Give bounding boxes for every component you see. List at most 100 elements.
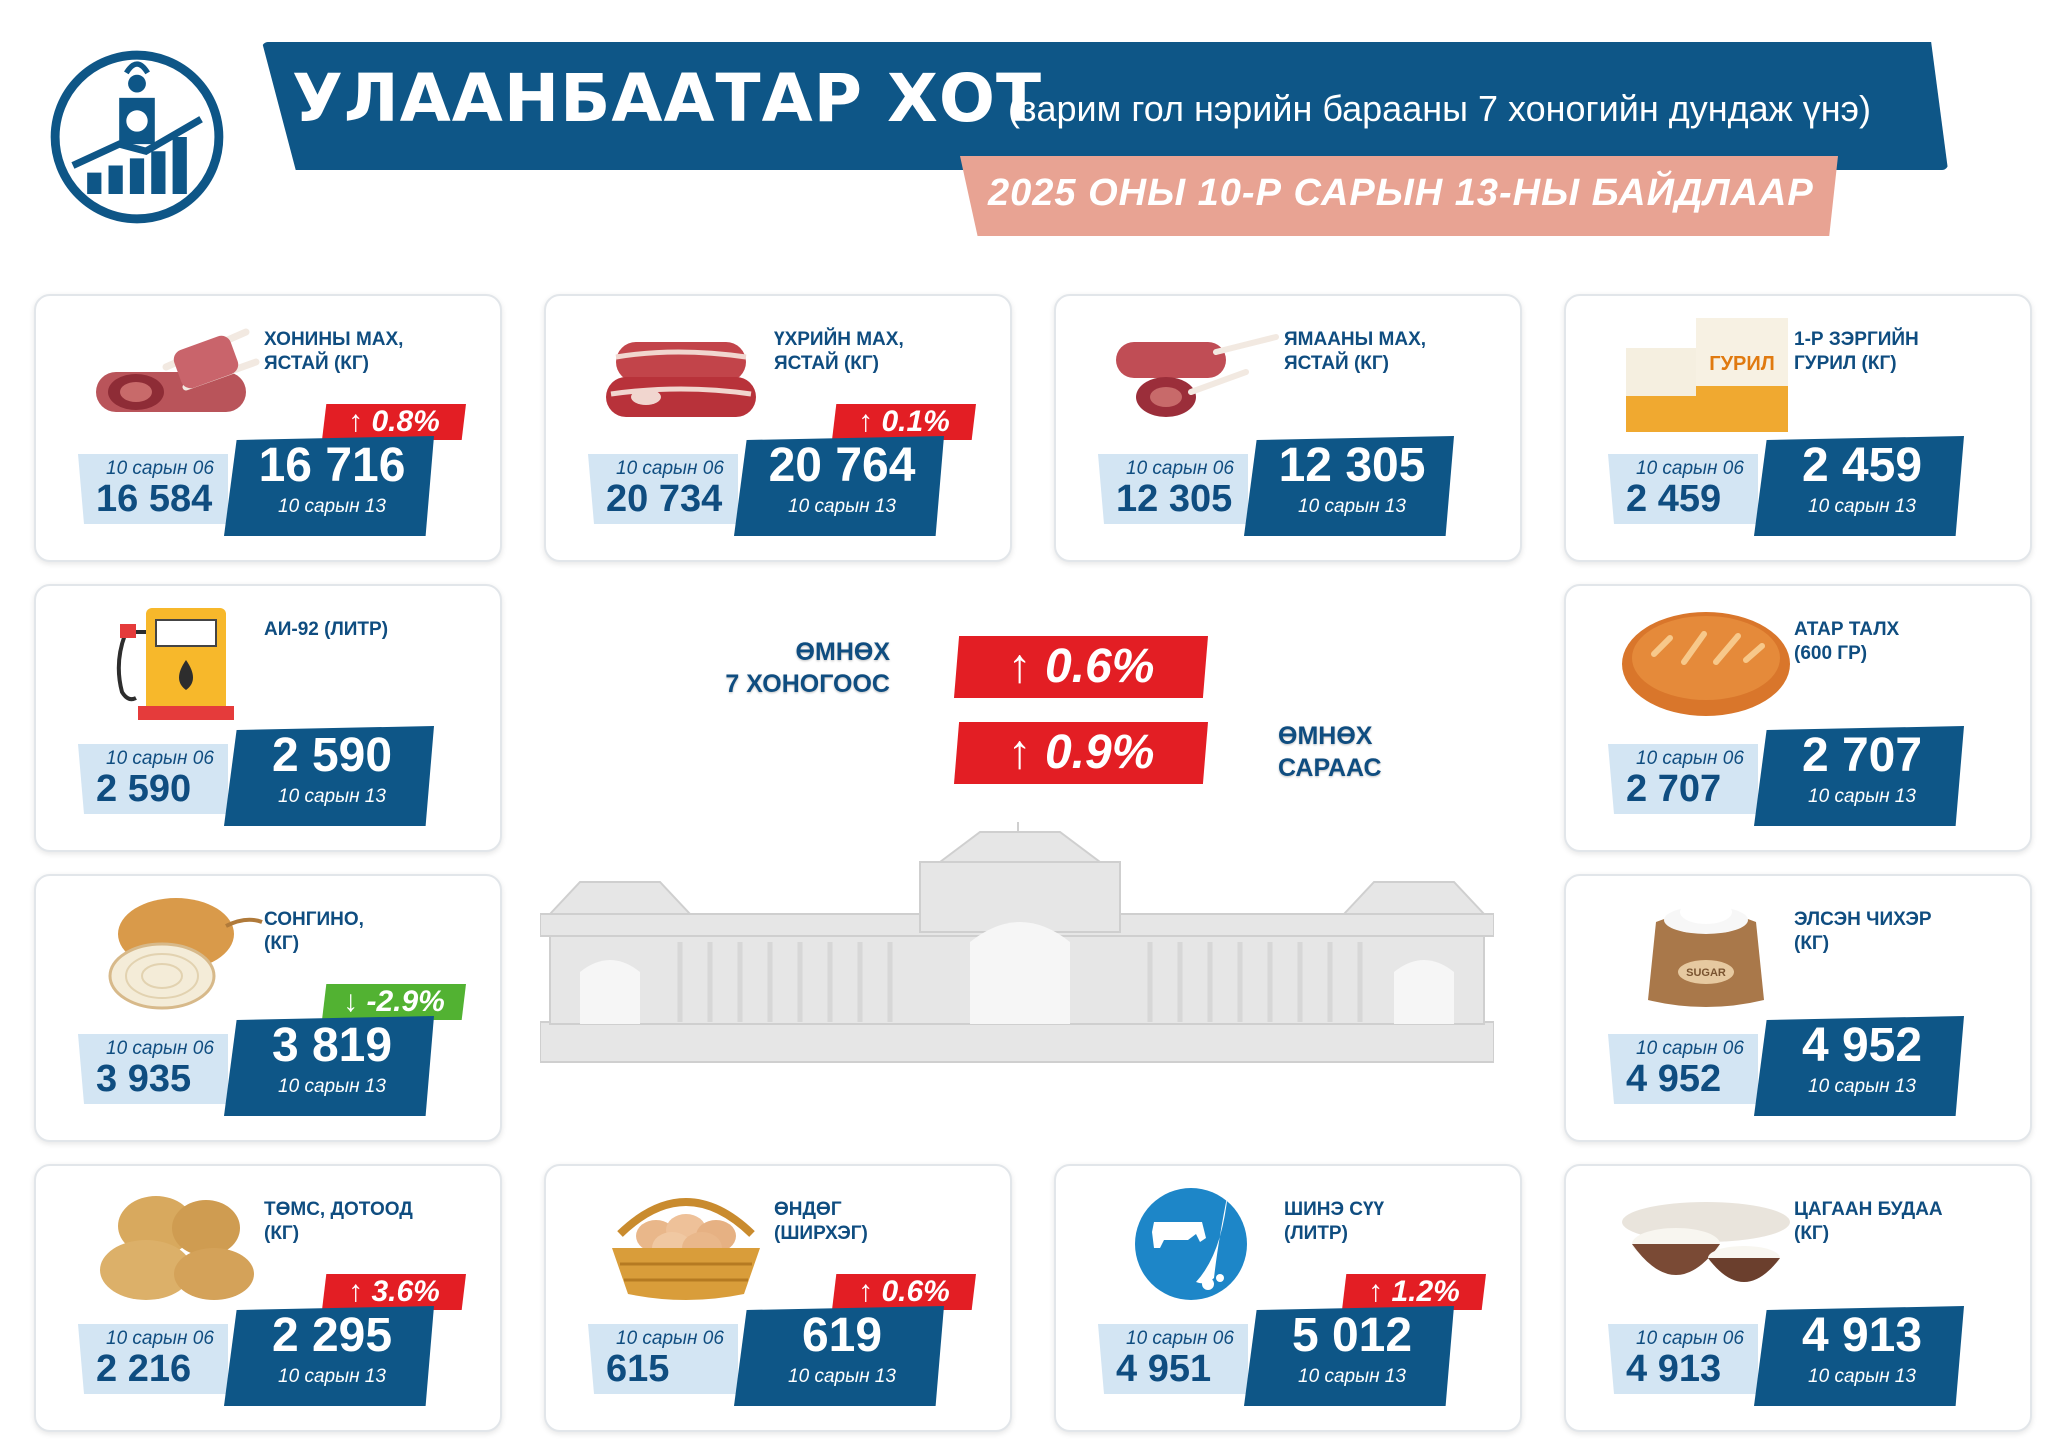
current-price-box bbox=[734, 436, 944, 536]
sugar-sack-label: SUGAR bbox=[1686, 967, 1726, 979]
potato-icon bbox=[100, 1196, 254, 1300]
current-price-box bbox=[1754, 726, 1964, 826]
mutton-icon bbox=[96, 328, 260, 412]
prev-date-caption: 10 сарын 06 bbox=[1126, 1328, 1234, 1349]
current-price: 12 305 bbox=[1278, 439, 1426, 492]
prev-price-box bbox=[1608, 454, 1758, 524]
price-card-sugar: SUGAR ЭЛСЭН ЧИХЭР (КГ) 10 сарын 06 4 952… bbox=[1564, 874, 2032, 1142]
item-label: ЦАГААН БУДАА (КГ) bbox=[1794, 1199, 1943, 1244]
change-badge: ↑ 0.6% bbox=[832, 1274, 976, 1310]
change-badge: ↑ 1.2% bbox=[1342, 1274, 1486, 1310]
prev-price-box bbox=[1608, 1324, 1758, 1394]
prev-date-caption: 10 сарын 06 bbox=[1636, 1038, 1744, 1059]
goat-meat-icon bbox=[1116, 334, 1279, 417]
current-price: 3 819 bbox=[271, 1019, 393, 1072]
change-badge: ↑ 0.8% bbox=[322, 404, 466, 440]
price-card-goat-meat: ЯМААНЫ МАХ, ЯСТАЙ (КГ) 10 сарын 06 12 30… bbox=[1054, 294, 1522, 562]
title-banner bbox=[262, 42, 1948, 170]
item-label: СОНГИНО, (КГ) bbox=[264, 909, 364, 954]
current-price: 20 764 bbox=[768, 439, 916, 492]
price-card-beef: ҮХРИЙН МАХ, ЯСТАЙ (КГ) ↑ 0.1% 10 сарын 0… bbox=[544, 294, 1012, 562]
current-price: 5 012 bbox=[1291, 1309, 1413, 1362]
prev-price-box bbox=[1098, 454, 1248, 524]
current-date-caption: 10 сарын 13 bbox=[1808, 496, 1916, 517]
current-price-box bbox=[1754, 436, 1964, 536]
prev-date-caption: 10 сарын 06 bbox=[106, 458, 214, 479]
beef-icon bbox=[606, 342, 756, 417]
page-title: УЛААНБААТАР ХОТ bbox=[292, 60, 1043, 137]
prev-date-caption: 10 сарын 06 bbox=[106, 1038, 214, 1059]
price-card-rice: ЦАГААН БУДАА (КГ) 10 сарын 06 4 913 4 91… bbox=[1564, 1164, 2032, 1432]
item-label: ҮХРИЙН МАХ, ЯСТАЙ (КГ) bbox=[774, 329, 904, 374]
prev-price: 2 216 bbox=[96, 1348, 192, 1390]
rice-bowl-icon bbox=[1622, 1202, 1790, 1282]
current-date-caption: 10 сарын 13 bbox=[278, 496, 386, 517]
prev-price: 4 951 bbox=[1116, 1348, 1212, 1390]
page-subtitle: (зарим гол нэрийн барааны 7 хоногийн дун… bbox=[1008, 88, 1871, 129]
prev-price: 4 952 bbox=[1626, 1058, 1722, 1100]
item-label: ӨНДӨГ (ШИРХЭГ) bbox=[774, 1199, 868, 1244]
current-price-box bbox=[734, 1306, 944, 1406]
item-label: ХОНИНЫ МАХ, ЯСТАЙ (КГ) bbox=[264, 329, 404, 374]
bread-icon bbox=[1622, 612, 1790, 716]
month-change-label: ӨМНӨХ САРААС bbox=[1278, 722, 1382, 782]
current-date-caption: 10 сарын 13 bbox=[1808, 786, 1916, 807]
prev-price: 4 913 bbox=[1626, 1348, 1722, 1390]
current-price: 2 590 bbox=[271, 729, 393, 782]
prev-date-caption: 10 сарын 06 bbox=[616, 1328, 724, 1349]
prev-price: 20 734 bbox=[606, 478, 723, 520]
prev-price-box bbox=[1608, 744, 1758, 814]
flour-bag-label: ГУРИЛ bbox=[1709, 353, 1775, 375]
prev-price-box bbox=[78, 454, 228, 524]
prev-date-caption: 10 сарын 06 bbox=[106, 1328, 214, 1349]
prev-price: 615 bbox=[606, 1348, 670, 1390]
current-price-box bbox=[1244, 1306, 1454, 1406]
prev-date-caption: 10 сарын 06 bbox=[616, 458, 724, 479]
current-price-box bbox=[224, 726, 434, 826]
current-date-caption: 10 сарын 13 bbox=[278, 786, 386, 807]
current-date-caption: 10 сарын 13 bbox=[1808, 1366, 1916, 1387]
prev-date-caption: 10 сарын 06 bbox=[106, 748, 214, 769]
soyombo-logo-icon bbox=[50, 50, 224, 224]
current-price: 16 716 bbox=[258, 439, 406, 492]
date-banner bbox=[960, 156, 1838, 236]
price-card-potato: ТӨМС, ДОТООД (КГ) ↑ 3.6% 10 сарын 06 2 2… bbox=[34, 1164, 502, 1432]
milk-icon bbox=[1135, 1188, 1247, 1300]
onion-icon bbox=[108, 898, 263, 1010]
prev-price-box bbox=[78, 1324, 228, 1394]
current-date-caption: 10 сарын 13 bbox=[278, 1076, 386, 1097]
current-price: 2 459 bbox=[1801, 439, 1923, 492]
month-change-badge: ↑ 0.9% bbox=[954, 722, 1208, 784]
week-change-badge: ↑ 0.6% bbox=[954, 636, 1208, 698]
prev-price: 16 584 bbox=[96, 478, 213, 520]
sugar-sack-icon: SUGAR bbox=[1648, 900, 1764, 1007]
current-date-caption: 10 сарын 13 bbox=[1808, 1076, 1916, 1097]
item-label: ЭЛСЭН ЧИХЭР (КГ) bbox=[1794, 909, 1932, 954]
change-badge: ↓ -2.9% bbox=[322, 984, 466, 1020]
price-card-eggs: ӨНДӨГ (ШИРХЭГ) ↑ 0.6% 10 сарын 06 615 61… bbox=[544, 1164, 1012, 1432]
egg-basket-icon bbox=[612, 1198, 760, 1300]
date-label: 2025 ОНЫ 10-Р САРЫН 13-НЫ БАЙДЛААР bbox=[988, 172, 1814, 214]
flour-icon: ГУРИЛ bbox=[1626, 318, 1788, 432]
prev-date-caption: 10 сарын 06 bbox=[1636, 748, 1744, 769]
current-price: 4 913 bbox=[1801, 1309, 1923, 1362]
price-card-mutton: ХОНИНЫ МАХ, ЯСТАЙ (КГ) ↑ 0.8% 10 сарын 0… bbox=[34, 294, 502, 562]
item-label: ТӨМС, ДОТООД (КГ) bbox=[264, 1199, 413, 1244]
current-price: 2 295 bbox=[271, 1309, 393, 1362]
prev-price-box bbox=[78, 1034, 228, 1104]
price-card-bread: АТАР ТАЛХ (600 ГР) 10 сарын 06 2 707 2 7… bbox=[1564, 584, 2032, 852]
item-label: АИ-92 (ЛИТР) bbox=[264, 619, 389, 640]
prev-price: 2 590 bbox=[96, 768, 192, 810]
prev-date-caption: 10 сарын 06 bbox=[1636, 1328, 1744, 1349]
prev-price: 3 935 bbox=[96, 1058, 192, 1100]
government-palace-icon bbox=[540, 822, 1494, 1063]
current-price-box bbox=[224, 436, 434, 536]
prev-price: 2 459 bbox=[1626, 478, 1722, 520]
current-price-box bbox=[224, 1016, 434, 1116]
current-date-caption: 10 сарын 13 bbox=[788, 1366, 896, 1387]
price-card-flour: ГУРИЛ 1-Р ЗЭРГИЙН ГУРИЛ (КГ) 10 сарын 06… bbox=[1564, 294, 2032, 562]
prev-price-box bbox=[588, 454, 738, 524]
current-date-caption: 10 сарын 13 bbox=[1298, 1366, 1406, 1387]
week-change-label: ӨМНӨХ 7 ХОНОГООС bbox=[725, 638, 890, 698]
prev-price-box bbox=[78, 744, 228, 814]
